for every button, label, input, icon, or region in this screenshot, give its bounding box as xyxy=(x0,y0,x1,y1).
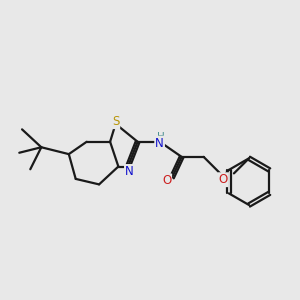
Text: O: O xyxy=(162,174,171,187)
Text: O: O xyxy=(218,173,227,186)
Text: N: N xyxy=(125,165,134,178)
Text: H: H xyxy=(157,132,165,142)
Text: S: S xyxy=(112,115,119,128)
Text: N: N xyxy=(155,136,164,150)
